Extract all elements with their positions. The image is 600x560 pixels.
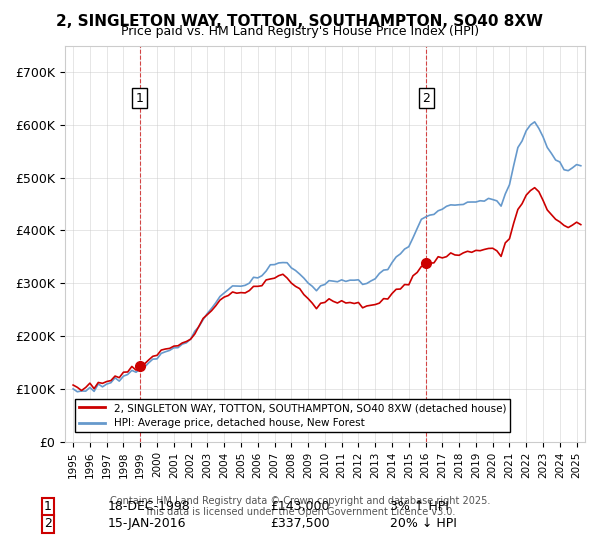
Text: 2, SINGLETON WAY, TOTTON, SOUTHAMPTON, SO40 8XW: 2, SINGLETON WAY, TOTTON, SOUTHAMPTON, S… bbox=[56, 14, 544, 29]
Text: 2: 2 bbox=[422, 91, 430, 105]
Legend: 2, SINGLETON WAY, TOTTON, SOUTHAMPTON, SO40 8XW (detached house), HPI: Average p: 2, SINGLETON WAY, TOTTON, SOUTHAMPTON, S… bbox=[75, 399, 511, 432]
Text: Contains HM Land Registry data © Crown copyright and database right 2025.
This d: Contains HM Land Registry data © Crown c… bbox=[110, 496, 490, 517]
Text: 15-JAN-2016: 15-JAN-2016 bbox=[108, 517, 187, 530]
Text: 1: 1 bbox=[44, 500, 52, 514]
Text: Price paid vs. HM Land Registry's House Price Index (HPI): Price paid vs. HM Land Registry's House … bbox=[121, 25, 479, 38]
Text: £143,000: £143,000 bbox=[270, 500, 329, 514]
Text: 18-DEC-1998: 18-DEC-1998 bbox=[108, 500, 191, 514]
Text: £337,500: £337,500 bbox=[270, 517, 329, 530]
Text: 2: 2 bbox=[44, 517, 52, 530]
Text: 3% ↑ HPI: 3% ↑ HPI bbox=[390, 500, 449, 514]
Text: 20% ↓ HPI: 20% ↓ HPI bbox=[390, 517, 457, 530]
Text: 1: 1 bbox=[136, 91, 143, 105]
